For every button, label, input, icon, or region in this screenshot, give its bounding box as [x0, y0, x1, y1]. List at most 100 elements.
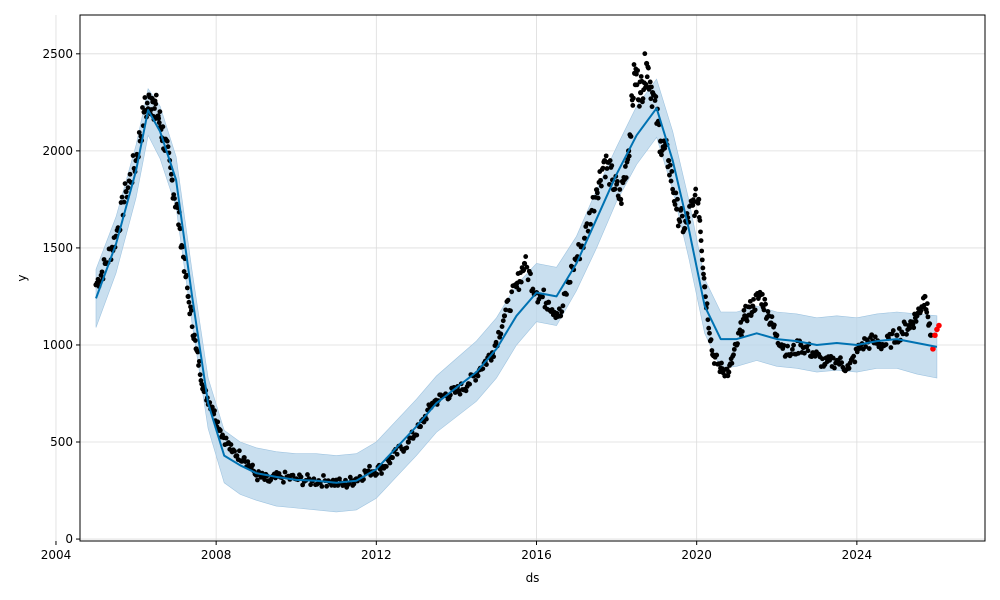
y-tick-label: 0: [65, 532, 73, 546]
observed-point: [321, 473, 326, 478]
observed-point: [649, 104, 655, 110]
observed-point: [731, 352, 736, 358]
observed-point: [169, 177, 175, 183]
y-tick-label: 1500: [42, 241, 73, 255]
observed-point: [335, 483, 341, 488]
recent-point: [932, 332, 938, 339]
observed-point: [626, 153, 632, 159]
observed-point: [924, 301, 930, 306]
observed-point: [521, 260, 528, 267]
observed-point: [245, 459, 251, 465]
observed-point: [644, 74, 650, 80]
observed-point: [196, 358, 202, 364]
observed-point: [714, 352, 720, 358]
forecast-line-layer: [95, 107, 938, 484]
observed-point: [699, 257, 705, 263]
observed-point: [774, 332, 780, 338]
observed-point: [394, 451, 400, 457]
observed-point: [404, 445, 410, 451]
observed-point: [628, 134, 634, 139]
observed-point: [703, 294, 708, 300]
observed-point: [693, 186, 699, 192]
observed-point: [475, 373, 481, 379]
observed-point: [667, 172, 672, 178]
observed-point: [646, 65, 651, 71]
observed-point: [130, 153, 136, 158]
observed-point: [125, 185, 131, 191]
observed-point: [192, 332, 197, 338]
observed-point: [896, 326, 902, 331]
observed-point: [152, 106, 157, 111]
observed-point: [666, 157, 672, 164]
observed-point: [614, 179, 620, 184]
observed-point: [196, 363, 201, 368]
observed-point: [701, 271, 706, 277]
observed-point: [739, 329, 745, 334]
observed-point: [101, 257, 107, 262]
observed-point: [153, 92, 159, 98]
observed-point: [673, 190, 679, 196]
observed-point: [750, 303, 756, 309]
observed-point: [234, 453, 240, 459]
observed-point: [541, 287, 547, 293]
observed-point: [726, 369, 732, 375]
observed-point: [282, 469, 288, 475]
observed-point: [659, 152, 664, 158]
observed-point: [883, 342, 889, 347]
x-tick-label: 2020: [681, 548, 712, 562]
observed-point: [690, 202, 696, 208]
observed-point: [925, 314, 931, 320]
observed-point: [696, 196, 702, 202]
observed-point: [351, 481, 357, 487]
observed-point: [763, 301, 768, 307]
observed-point: [647, 79, 653, 85]
observed-point: [157, 109, 163, 115]
observed-point: [900, 331, 906, 337]
observed-point: [761, 307, 767, 313]
observed-point: [667, 162, 673, 168]
observed-point: [634, 71, 639, 77]
observed-point: [123, 189, 129, 195]
observed-point: [630, 103, 636, 108]
observed-point: [192, 338, 198, 343]
observed-point: [153, 101, 159, 107]
observed-point: [820, 356, 825, 362]
observed-point: [585, 228, 591, 234]
observed-point: [863, 344, 869, 350]
observed-point: [521, 267, 527, 273]
observed-point: [530, 286, 536, 292]
observed-point: [894, 332, 900, 338]
observed-point: [236, 448, 242, 454]
observed-point: [795, 350, 801, 356]
x-tick-label: 2012: [361, 548, 392, 562]
observed-point: [188, 307, 194, 313]
observed-point: [698, 229, 703, 235]
observed-point: [598, 177, 603, 183]
x-tick-label: 2016: [521, 548, 552, 562]
x-axis-label: ds: [526, 571, 540, 585]
observed-point: [500, 318, 506, 324]
observed-point: [127, 171, 133, 177]
observed-point: [846, 365, 852, 371]
observed-point: [389, 454, 395, 461]
observed-point: [866, 346, 872, 351]
observed-point: [180, 244, 185, 250]
observed-point: [254, 477, 260, 483]
observed-point: [769, 314, 775, 320]
observed-point: [719, 360, 724, 366]
observed-point: [588, 221, 593, 227]
observed-point: [217, 427, 223, 433]
observed-point: [706, 325, 712, 331]
observed-point: [186, 299, 192, 305]
observed-point: [830, 355, 836, 361]
observed-point: [493, 339, 499, 345]
observed-point: [635, 68, 641, 73]
observed-point: [607, 158, 613, 163]
observed-point: [298, 474, 304, 480]
recent-point: [930, 346, 936, 352]
observed-point: [197, 372, 203, 378]
observed-point: [525, 277, 531, 283]
observed-point: [184, 272, 189, 278]
observed-point: [677, 219, 683, 225]
